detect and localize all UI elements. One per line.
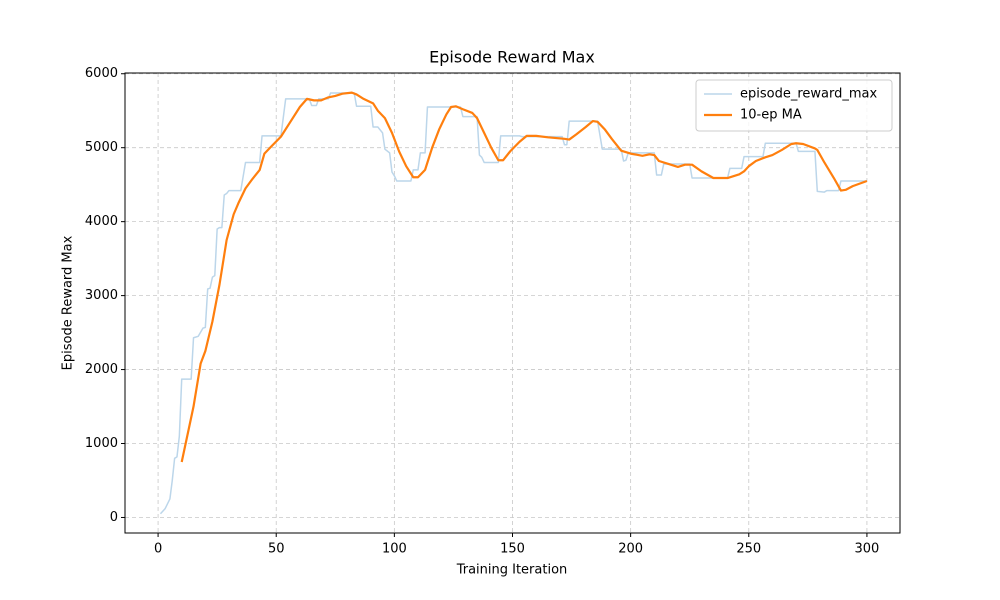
chart-title: Episode Reward Max <box>429 48 595 67</box>
x-tick-label: 300 <box>855 542 880 557</box>
legend-box <box>695 79 893 132</box>
x-tick-label: 250 <box>736 542 761 557</box>
y-tick-label: 3000 <box>85 288 118 303</box>
y-tick-label: 4000 <box>85 214 118 229</box>
x-tick-label: 200 <box>618 542 643 557</box>
y-tick-label: 0 <box>110 510 118 525</box>
y-tick-label: 1000 <box>85 436 118 451</box>
x-tick-label: 0 <box>154 542 162 557</box>
y-tick-label: 2000 <box>85 362 118 377</box>
x-tick-label: 100 <box>382 542 407 557</box>
axes-frame <box>124 72 901 534</box>
y-tick-label: 5000 <box>85 140 118 155</box>
x-axis-label: Training Iteration <box>456 563 568 578</box>
x-tick-label: 150 <box>500 542 525 557</box>
legend-label: episode_reward_max <box>740 87 877 102</box>
y-tick-label: 6000 <box>85 66 118 81</box>
line <box>180 91 868 463</box>
line <box>159 92 867 515</box>
y-axis-label: Episode Reward Max <box>61 235 76 370</box>
legend-label: 10-ep MA <box>740 108 802 123</box>
x-tick-label: 50 <box>268 542 285 557</box>
